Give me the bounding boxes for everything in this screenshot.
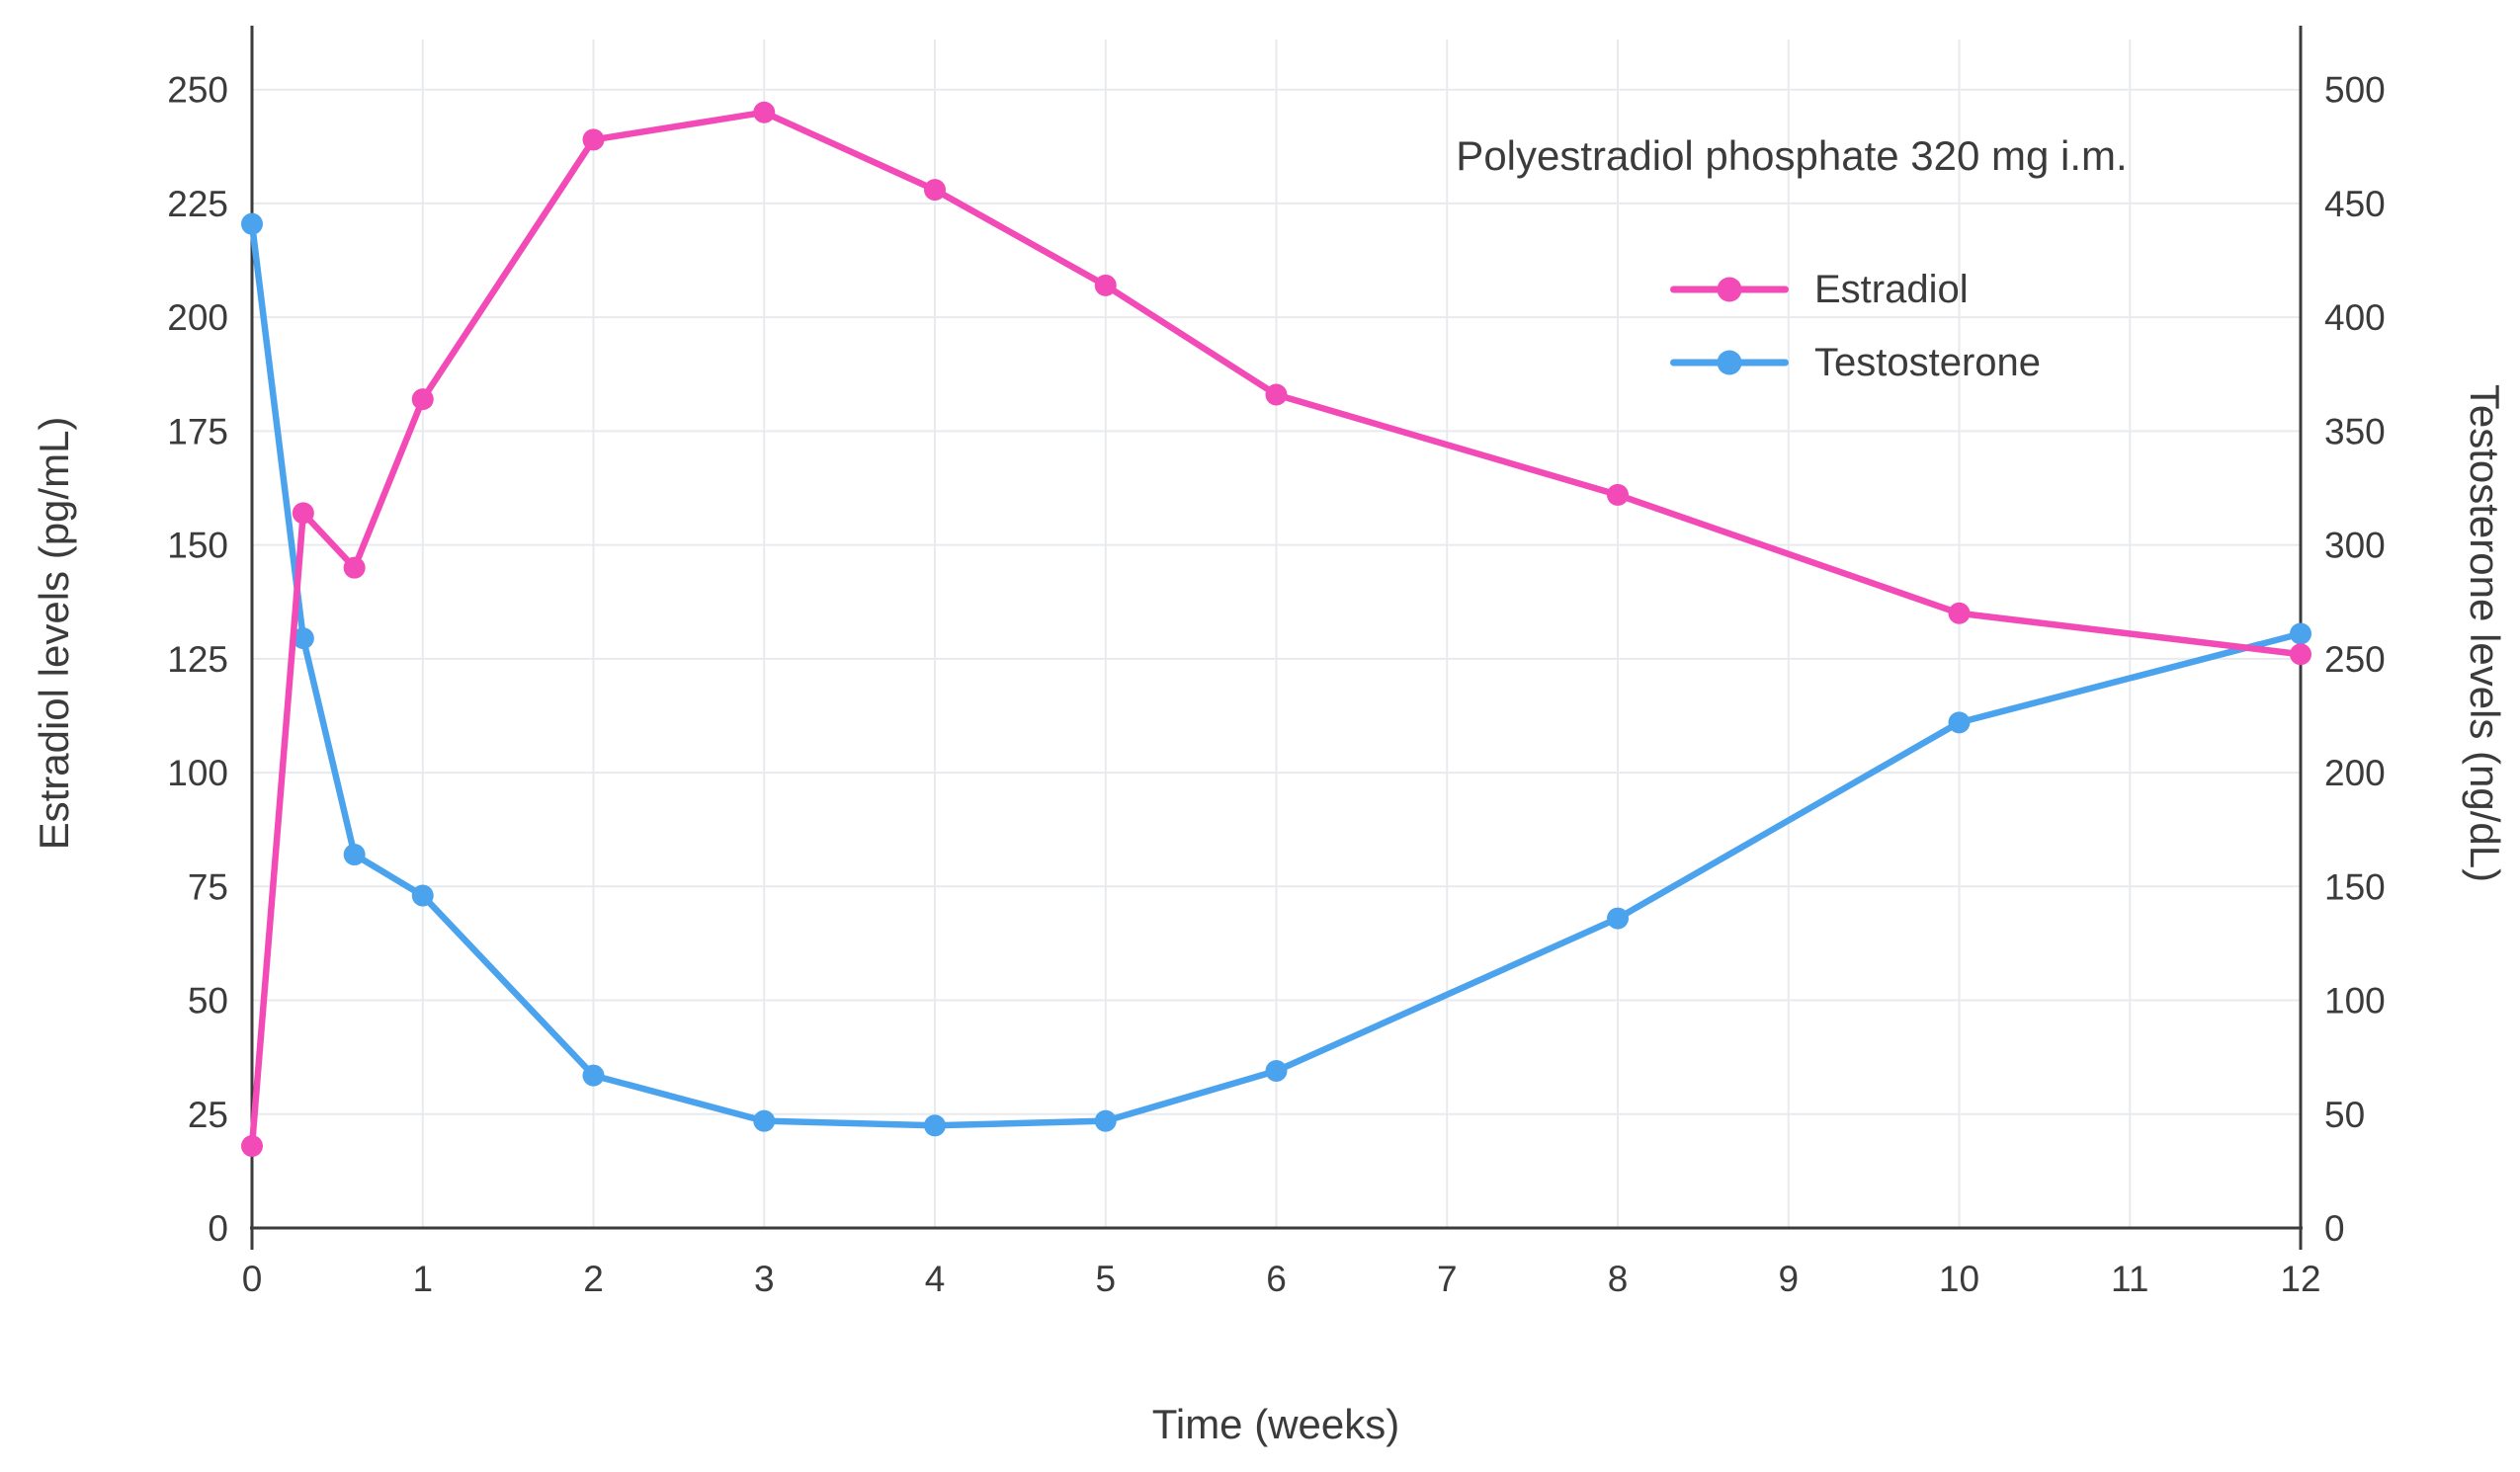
y-left-tick-label: 200 bbox=[167, 297, 228, 338]
series-marker-estradiol bbox=[1607, 483, 1629, 506]
x-tick-label: 11 bbox=[2111, 1259, 2148, 1299]
y-left-tick-label: 250 bbox=[167, 70, 228, 111]
series-marker-estradiol bbox=[582, 128, 605, 151]
series-marker-testosterone bbox=[1094, 1109, 1117, 1132]
series-marker-estradiol bbox=[1094, 274, 1117, 296]
x-tick-label: 0 bbox=[242, 1259, 263, 1299]
x-tick-label: 2 bbox=[583, 1259, 604, 1299]
series-line-estradiol bbox=[248, 109, 2305, 1150]
series-marker-estradiol bbox=[924, 179, 946, 202]
y-right-tick-label: 450 bbox=[2324, 184, 2386, 224]
series-marker-testosterone bbox=[2290, 622, 2311, 645]
x-tick-label: 1 bbox=[412, 1259, 433, 1299]
series-marker-estradiol bbox=[292, 502, 314, 525]
legend-label-estradiol: Estradiol bbox=[1814, 267, 1969, 311]
y-left-tick-label: 75 bbox=[188, 866, 228, 907]
x-tick-label: 4 bbox=[925, 1259, 946, 1299]
series-marker-estradiol bbox=[411, 388, 434, 411]
y-left-tick-label: 125 bbox=[167, 639, 228, 680]
series-marker-testosterone bbox=[1607, 907, 1629, 930]
series-marker-estradiol bbox=[1948, 602, 1971, 624]
y-left-tick-label: 25 bbox=[188, 1095, 228, 1135]
legend-swatch-estradiol bbox=[1670, 276, 1789, 303]
series-marker-testosterone bbox=[292, 627, 314, 650]
y-right-tick-label: 500 bbox=[2324, 70, 2386, 111]
y-left-tick-label: 0 bbox=[208, 1208, 228, 1249]
y-left-tick-label: 50 bbox=[188, 981, 228, 1022]
y-right-tick-label: 200 bbox=[2324, 753, 2386, 793]
series-marker-testosterone bbox=[924, 1114, 946, 1137]
x-tick-label: 8 bbox=[1608, 1259, 1629, 1299]
legend-item-estradiol[interactable]: Estradiol bbox=[1670, 253, 2041, 326]
x-axis-title: Time (weeks) bbox=[1151, 1401, 1400, 1447]
x-tick-label: 6 bbox=[1266, 1259, 1287, 1299]
y-right-tick-label: 400 bbox=[2324, 297, 2386, 338]
y-left-tick-label: 175 bbox=[167, 411, 228, 451]
y-right-tick-label: 50 bbox=[2324, 1095, 2365, 1135]
series-marker-estradiol bbox=[241, 1135, 263, 1158]
y-right-tick-label: 250 bbox=[2324, 639, 2386, 680]
series-marker-testosterone bbox=[753, 1109, 776, 1132]
legend-label-testosterone: Testosterone bbox=[1814, 340, 2042, 384]
series-marker-estradiol bbox=[753, 101, 776, 123]
x-tick-label: 3 bbox=[754, 1259, 775, 1299]
y-axis-left-title: Estradiol levels (pg/mL) bbox=[31, 416, 77, 851]
series-marker-testosterone bbox=[1948, 711, 1971, 734]
series-marker-testosterone bbox=[582, 1064, 605, 1087]
x-tick-label: 5 bbox=[1095, 1259, 1116, 1299]
legend: Estradiol Testosterone bbox=[1670, 253, 2041, 399]
legend-item-testosterone[interactable]: Testosterone bbox=[1670, 326, 2041, 399]
x-tick-label: 12 bbox=[2280, 1259, 2320, 1299]
y-right-tick-label: 150 bbox=[2324, 866, 2386, 907]
series-marker-estradiol bbox=[1265, 383, 1288, 406]
y-right-tick-label: 100 bbox=[2324, 981, 2386, 1022]
y-right-tick-label: 0 bbox=[2324, 1208, 2345, 1249]
series-marker-testosterone bbox=[343, 844, 366, 866]
series-marker-estradiol bbox=[343, 556, 366, 579]
y-left-tick-label: 100 bbox=[167, 753, 228, 793]
series-marker-testosterone bbox=[1265, 1059, 1288, 1082]
series-line-testosterone bbox=[248, 220, 2305, 1129]
y-left-tick-label: 150 bbox=[167, 526, 228, 566]
y-right-tick-label: 300 bbox=[2324, 526, 2386, 566]
y-left-tick-label: 225 bbox=[167, 184, 228, 224]
series-marker-testosterone bbox=[241, 212, 263, 235]
x-tick-label: 10 bbox=[1939, 1259, 1979, 1299]
chart-annotation: Polyestradiol phosphate 320 mg i.m. bbox=[1456, 132, 2128, 179]
y-right-tick-label: 350 bbox=[2324, 411, 2386, 451]
series-marker-estradiol bbox=[2290, 643, 2311, 666]
y-axis-right-title: Testosterone levels (ng/dL) bbox=[2462, 383, 2508, 883]
x-tick-label: 9 bbox=[1778, 1259, 1799, 1299]
x-tick-label: 7 bbox=[1437, 1259, 1458, 1299]
series-marker-testosterone bbox=[411, 884, 434, 907]
legend-swatch-testosterone bbox=[1670, 349, 1789, 376]
